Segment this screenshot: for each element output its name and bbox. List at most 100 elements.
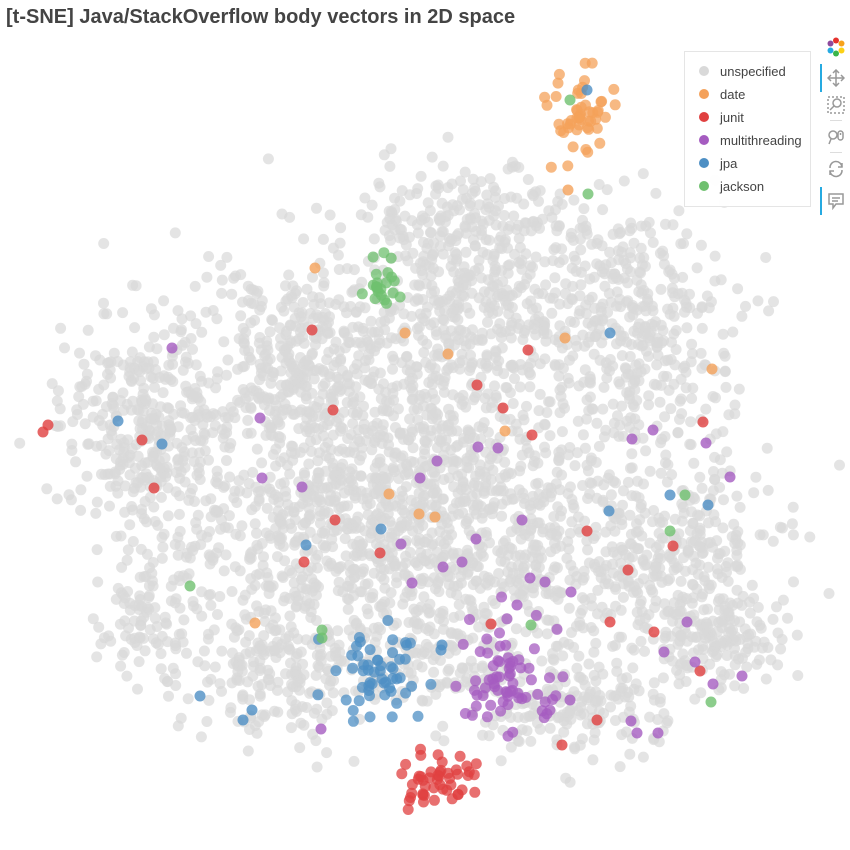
unspecified-point[interactable]: [447, 547, 459, 559]
unspecified-point[interactable]: [496, 342, 508, 354]
unspecified-point[interactable]: [600, 424, 612, 436]
unspecified-point[interactable]: [368, 233, 380, 245]
multithreading-point[interactable]: [466, 709, 478, 721]
unspecified-point[interactable]: [350, 515, 362, 527]
unspecified-point[interactable]: [633, 419, 645, 431]
unspecified-point[interactable]: [729, 650, 741, 662]
unspecified-point[interactable]: [476, 335, 488, 346]
unspecified-point[interactable]: [394, 299, 406, 311]
unspecified-point[interactable]: [122, 434, 134, 446]
unspecified-point[interactable]: [217, 406, 229, 418]
unspecified-point[interactable]: [664, 548, 676, 560]
unspecified-point[interactable]: [552, 680, 564, 692]
jpa-point[interactable]: [380, 676, 392, 688]
unspecified-point[interactable]: [355, 568, 366, 580]
unspecified-point[interactable]: [421, 338, 433, 350]
unspecified-point[interactable]: [696, 322, 708, 334]
unspecified-point[interactable]: [330, 298, 342, 310]
legend-item-multithreading[interactable]: multithreading: [699, 131, 802, 149]
unspecified-point[interactable]: [432, 179, 444, 191]
unspecified-point[interactable]: [547, 255, 559, 267]
unspecified-point[interactable]: [680, 382, 692, 394]
unspecified-point[interactable]: [804, 531, 816, 543]
unspecified-point[interactable]: [453, 334, 464, 346]
unspecified-point[interactable]: [539, 256, 551, 268]
unspecified-point[interactable]: [557, 398, 569, 410]
unspecified-point[interactable]: [454, 609, 466, 621]
unspecified-point[interactable]: [249, 518, 261, 530]
unspecified-point[interactable]: [383, 312, 395, 324]
unspecified-point[interactable]: [477, 422, 489, 434]
jpa-point[interactable]: [112, 415, 124, 427]
unspecified-point[interactable]: [312, 549, 324, 561]
unspecified-point[interactable]: [707, 635, 719, 647]
unspecified-point[interactable]: [416, 661, 428, 673]
unspecified-point[interactable]: [426, 151, 438, 163]
junit-point[interactable]: [402, 804, 414, 815]
unspecified-point[interactable]: [81, 470, 93, 482]
unspecified-point[interactable]: [243, 390, 255, 402]
unspecified-point[interactable]: [185, 310, 197, 322]
unspecified-point[interactable]: [381, 405, 393, 417]
unspecified-point[interactable]: [623, 552, 635, 564]
unspecified-point[interactable]: [727, 326, 739, 338]
unspecified-point[interactable]: [633, 543, 645, 555]
unspecified-point[interactable]: [125, 404, 137, 416]
unspecified-point[interactable]: [420, 623, 432, 634]
unspecified-point[interactable]: [154, 462, 166, 474]
unspecified-point[interactable]: [285, 657, 296, 669]
unspecified-point[interactable]: [344, 337, 356, 348]
unspecified-point[interactable]: [55, 322, 67, 334]
unspecified-point[interactable]: [261, 502, 273, 514]
unspecified-point[interactable]: [264, 326, 276, 338]
jackson-point[interactable]: [184, 580, 196, 592]
unspecified-point[interactable]: [568, 686, 580, 698]
unspecified-point[interactable]: [527, 216, 539, 228]
jackson-point[interactable]: [664, 525, 676, 537]
unspecified-point[interactable]: [564, 442, 576, 453]
unspecified-point[interactable]: [760, 252, 772, 263]
unspecified-point[interactable]: [609, 639, 621, 651]
unspecified-point[interactable]: [516, 255, 528, 266]
multithreading-point[interactable]: [487, 673, 499, 685]
unspecified-point[interactable]: [304, 687, 316, 699]
junit-point[interactable]: [556, 739, 568, 751]
unspecified-point[interactable]: [530, 251, 542, 263]
unspecified-point[interactable]: [90, 395, 102, 407]
unspecified-point[interactable]: [284, 610, 296, 622]
unspecified-point[interactable]: [126, 376, 138, 387]
unspecified-point[interactable]: [448, 266, 460, 278]
unspecified-point[interactable]: [362, 211, 374, 223]
unspecified-point[interactable]: [304, 408, 316, 420]
unspecified-point[interactable]: [704, 583, 715, 595]
unspecified-point[interactable]: [338, 327, 350, 339]
multithreading-point[interactable]: [470, 675, 482, 687]
unspecified-point[interactable]: [717, 522, 729, 534]
unspecified-point[interactable]: [499, 456, 511, 468]
unspecified-point[interactable]: [298, 233, 310, 245]
unspecified-point[interactable]: [551, 225, 563, 237]
unspecified-point[interactable]: [236, 665, 248, 677]
unspecified-point[interactable]: [267, 366, 279, 378]
unspecified-point[interactable]: [140, 395, 152, 407]
unspecified-point[interactable]: [247, 466, 259, 478]
unspecified-point[interactable]: [434, 297, 446, 309]
unspecified-point[interactable]: [201, 716, 213, 727]
date-point[interactable]: [442, 348, 454, 360]
unspecified-point[interactable]: [207, 427, 219, 439]
unspecified-point[interactable]: [264, 405, 275, 416]
unspecified-point[interactable]: [575, 701, 587, 713]
multithreading-point[interactable]: [736, 670, 748, 682]
unspecified-point[interactable]: [721, 446, 733, 458]
unspecified-point[interactable]: [438, 324, 450, 336]
date-point[interactable]: [383, 488, 395, 500]
unspecified-point[interactable]: [530, 478, 542, 490]
unspecified-point[interactable]: [211, 313, 223, 325]
unspecified-point[interactable]: [104, 480, 116, 492]
multithreading-point[interactable]: [482, 647, 494, 659]
unspecified-point[interactable]: [147, 451, 159, 463]
unspecified-point[interactable]: [585, 622, 597, 633]
unspecified-point[interactable]: [667, 302, 679, 314]
unspecified-point[interactable]: [382, 501, 394, 513]
unspecified-point[interactable]: [333, 373, 345, 385]
